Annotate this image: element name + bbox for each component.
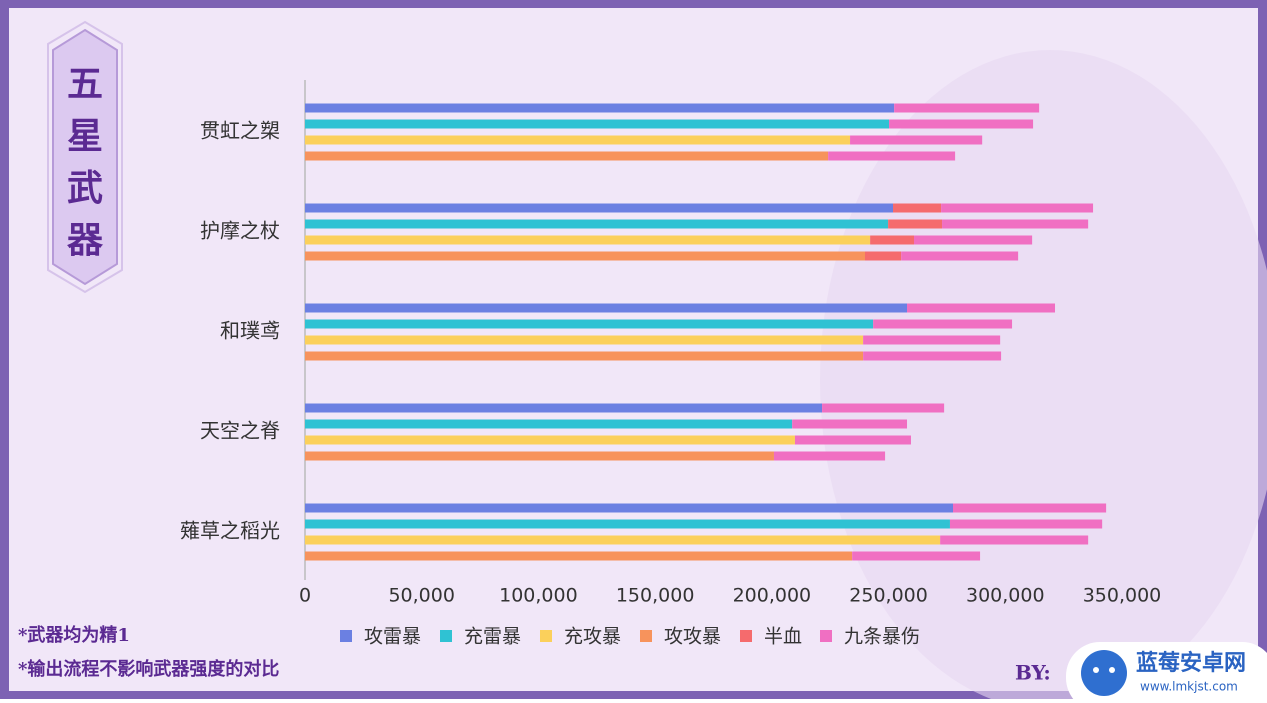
bar-segment (942, 219, 1089, 229)
y-tick-label: 和璞鸢 (220, 319, 280, 343)
badge (52, 28, 118, 286)
bar (305, 335, 864, 345)
x-tick-label: 0 (299, 585, 311, 607)
legend-swatch (640, 630, 652, 642)
bar (305, 519, 950, 529)
x-tick-label: 100,000 (499, 585, 578, 607)
legend-label: 攻攻暴 (664, 626, 721, 648)
bar-segment (792, 419, 908, 429)
x-tick-label: 150,000 (616, 585, 695, 607)
legend-swatch (540, 630, 552, 642)
bar-segment (894, 103, 1040, 113)
bar (305, 203, 894, 213)
x-tick-label: 300,000 (966, 585, 1045, 607)
bar-segment (852, 551, 981, 561)
bar (305, 551, 853, 561)
bar-segment (870, 235, 915, 245)
note: *输出流程不影响武器强度的对比 (18, 658, 279, 680)
bar-segment (864, 251, 902, 261)
bar (305, 235, 871, 245)
legend-label: 九条暴伤 (844, 626, 920, 648)
bar (305, 251, 865, 261)
bar-segment (850, 135, 983, 145)
legend-swatch (340, 630, 352, 642)
x-tick-label: 50,000 (388, 585, 454, 607)
badge-outline (47, 20, 123, 294)
bar (305, 435, 795, 445)
bar-segment (940, 535, 1089, 545)
y-tick-label: 护摩之杖 (200, 219, 280, 243)
bar-segment (893, 203, 942, 213)
watermark-icon (1093, 667, 1099, 673)
bar-segment (863, 351, 1002, 361)
legend-swatch (820, 630, 832, 642)
bar-segment (949, 519, 1103, 529)
legend-label: 半血 (764, 626, 802, 648)
x-tick-label: 200,000 (733, 585, 812, 607)
legend-label: 充攻暴 (564, 626, 621, 648)
legend-label: 攻雷暴 (364, 626, 421, 648)
x-tick-label: 250,000 (849, 585, 928, 607)
bar (305, 419, 793, 429)
legend-swatch (740, 630, 752, 642)
bar-segment (794, 435, 911, 445)
legend-label: 充雷暴 (464, 626, 521, 648)
bar (305, 451, 774, 461)
badge-text: 五星武器 (67, 63, 104, 261)
bar-segment (828, 151, 956, 161)
bar-segment (901, 251, 1019, 261)
by-label: BY: (1015, 661, 1051, 685)
bar-segment (888, 219, 943, 229)
watermark-icon (1081, 650, 1127, 696)
bar-segment (941, 203, 1094, 213)
bar (305, 303, 908, 313)
bar (305, 151, 829, 161)
bar-segment (822, 403, 945, 413)
bar (305, 503, 953, 513)
watermark-name: 蓝莓安卓网 (1136, 650, 1246, 676)
bar-segment (773, 451, 886, 461)
legend-swatch (440, 630, 452, 642)
x-tick-label: 350,000 (1083, 585, 1162, 607)
bar-segment (873, 319, 1013, 329)
bar (305, 135, 851, 145)
bar (305, 351, 864, 361)
y-tick-label: 贯虹之槊 (200, 119, 280, 143)
note: *武器均为精1 (18, 624, 130, 646)
y-tick-label: 薙草之稻光 (180, 519, 280, 543)
bar-segment (863, 335, 1001, 345)
bar-segment (889, 119, 1034, 129)
bar (305, 219, 889, 229)
bar-segment (914, 235, 1033, 245)
watermark-icon (1109, 667, 1115, 673)
bar (305, 103, 895, 113)
bar (305, 119, 890, 129)
bar-segment (952, 503, 1107, 513)
bar-segment (907, 303, 1056, 313)
bar (305, 319, 874, 329)
watermark-url: www.lmkjst.com (1140, 680, 1238, 694)
bar (305, 535, 941, 545)
badge-title: 五星武器 (67, 63, 104, 261)
y-tick-label: 天空之脊 (200, 419, 280, 443)
bar (305, 403, 823, 413)
